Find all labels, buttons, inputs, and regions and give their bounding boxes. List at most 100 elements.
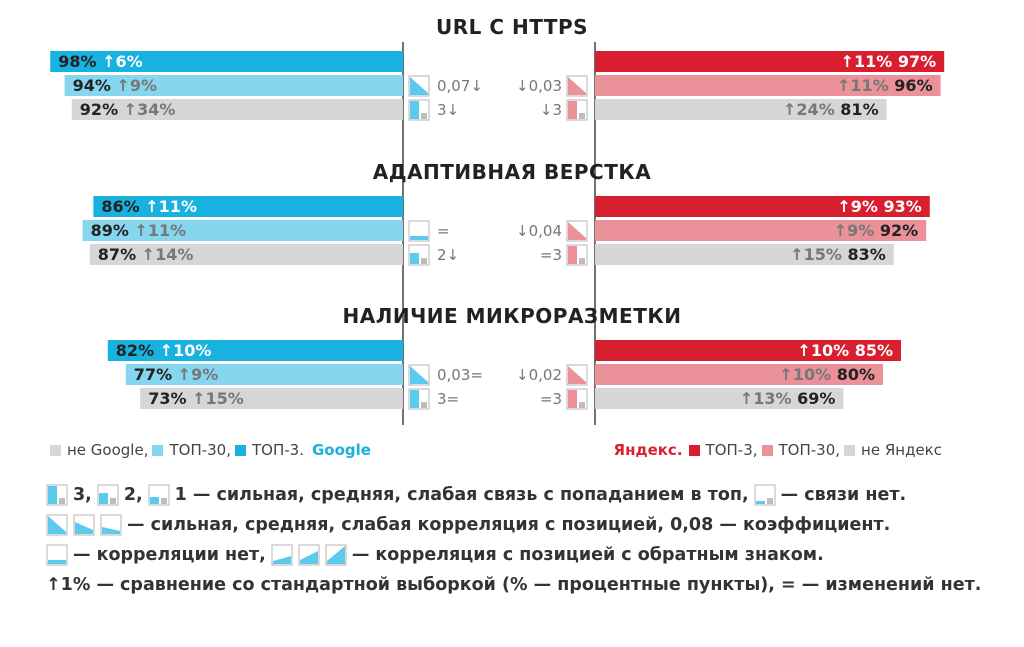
link-strong-icon: [408, 388, 430, 410]
legend-label-yandex-top30: ТОП-30,: [778, 441, 841, 459]
bar-delta-google-top3: ↑10%: [160, 341, 212, 360]
bar-value-yandex-not: 81%: [840, 100, 878, 119]
bar-value-yandex-top3: 93%: [884, 197, 922, 216]
bar-delta-yandex-top30: ↑10%: [779, 365, 836, 384]
link-strong-icon: [566, 244, 588, 266]
corr-strong-icon: [46, 514, 68, 536]
bar-google-top30: [64, 75, 403, 96]
corr-weak-icon: [100, 514, 122, 536]
legend-label-not-yandex: не Яндекс: [861, 441, 942, 459]
note-line-3: — корреляции нет, — корреляция с позицие…: [46, 540, 996, 570]
corr-label-yandex: ↓0,02: [516, 366, 562, 384]
link-label-google: 3↓: [437, 101, 459, 119]
bar-delta-yandex-not: ↑15%: [790, 245, 847, 264]
legend-swatch-google-top3: [235, 444, 246, 456]
section-title: НАЛИЧИЕ МИКРОРАЗМЕТКИ: [343, 304, 682, 328]
corr-medium-icon: [73, 514, 95, 536]
note-line-2: — сильная, средняя, слабая корреляция с …: [46, 510, 996, 540]
legend-brand-google: Google: [311, 441, 371, 459]
corr-label-google: 0,07↓: [437, 77, 483, 95]
corr-inverse-medium-icon: [298, 544, 320, 566]
note-text: — связи нет.: [780, 485, 907, 505]
note-line-1: 3, 2, 1 — сильная, средняя, слабая связь…: [46, 480, 996, 510]
bar-label-yandex-not: ↑13% 69%: [740, 389, 836, 408]
bar-label-google-not: 92% ↑34%: [80, 100, 176, 119]
bar-delta-yandex-not: ↑13%: [740, 389, 797, 408]
legend-yandex: Яндекс. ТОП-3, ТОП-30, не Яндекс: [614, 438, 946, 462]
note-text: — корреляция с позицией с обратным знако…: [351, 545, 824, 565]
section-title: АДАПТИВНАЯ ВЕРСТКА: [373, 160, 651, 184]
bar-delta-yandex-top30: ↑11%: [837, 76, 894, 95]
link-strong-icon: [408, 99, 430, 121]
bar-yandex-top30: [595, 364, 883, 385]
note-text: 1 — сильная, средняя, слабая связь с поп…: [174, 485, 749, 505]
legend-google: не Google, ТОП-30, ТОП-3. Google: [50, 438, 371, 462]
legend-label-google-top30: ТОП-30,: [169, 441, 231, 459]
legend-item-google-top3: ТОП-3.: [235, 441, 304, 459]
bar-google-top30: [125, 364, 404, 385]
corr-none-icon: [46, 544, 68, 566]
bar-label-yandex-top30: ↑9% 92%: [834, 221, 918, 240]
bar-value-google-top30: 94%: [73, 76, 117, 95]
bar-value-google-not: 87%: [98, 245, 142, 264]
corr-strong-icon: [408, 364, 430, 386]
link-strong-icon: [46, 484, 68, 506]
link-label-yandex: =3: [540, 390, 562, 408]
bar-value-google-top3: 86%: [101, 197, 145, 216]
note-text: ↑1% — сравнение со стандартной выборкой …: [46, 575, 982, 595]
corr-strong-icon: [408, 75, 430, 97]
bar-yandex-not: [595, 99, 887, 120]
legend-item-not-yandex: не Яндекс: [844, 441, 942, 459]
bar-google-top30: [82, 220, 403, 241]
bar-yandex-top30: [595, 75, 941, 96]
bar-label-google-top30: 77% ↑9%: [134, 365, 218, 384]
bar-value-google-top30: 89%: [91, 221, 135, 240]
corr-strong-icon: [566, 220, 588, 242]
link-label-yandex: =3: [540, 246, 562, 264]
bar-label-google-not: 73% ↑15%: [148, 389, 244, 408]
bar-google-not: [71, 99, 404, 120]
corr-none-icon: [408, 220, 430, 242]
legend-brand-yandex: Яндекс.: [613, 441, 683, 459]
bar-label-google-top30: 94% ↑9%: [73, 76, 157, 95]
link-label-google: 2↓: [437, 246, 459, 264]
note-text: 3,: [73, 485, 92, 505]
bar-delta-google-top30: ↑9%: [178, 365, 219, 384]
comparison-chart: URL С HTTPS 98% ↑6% ↑11% 97% 94% ↑9% ↑11% 96…: [50, 15, 945, 425]
note-text: — сильная, средняя, слабая корреляция с …: [127, 515, 891, 535]
bar-yandex-top3: [595, 196, 930, 217]
bar-google-top3: [93, 196, 404, 217]
bar-delta-yandex-top3: ↑9%: [837, 197, 883, 216]
bar-google-top3: [50, 51, 403, 72]
note-line-4: ↑1% — сравнение со стандартной выборкой …: [46, 570, 996, 600]
bar-delta-google-top3: ↑6%: [102, 52, 143, 71]
corr-inverse-weak-icon: [271, 544, 293, 566]
legend-item-not-google: не Google,: [50, 441, 148, 459]
bar-yandex-top30: [595, 220, 927, 241]
bar-value-google-top3: 82%: [116, 341, 160, 360]
section-title: URL С HTTPS: [436, 15, 588, 39]
bar-label-yandex-top30: ↑11% 96%: [837, 76, 933, 95]
link-label-yandex: ↓3: [540, 101, 562, 119]
corr-label-google: 0,03=: [437, 366, 483, 384]
link-medium-icon: [97, 484, 119, 506]
legend-label-yandex-top3: ТОП-3,: [705, 441, 758, 459]
link-none-icon: [754, 484, 776, 506]
corr-inverse-strong-icon: [325, 544, 347, 566]
bar-value-yandex-top3: 85%: [855, 341, 893, 360]
bar-delta-google-top3: ↑11%: [145, 197, 197, 216]
explanatory-notes: 3, 2, 1 — сильная, средняя, слабая связь…: [46, 480, 996, 600]
bar-value-google-top3: 98%: [58, 52, 102, 71]
bar-google-not: [140, 388, 403, 409]
bar-google-top3: [107, 340, 404, 361]
bar-label-google-not: 87% ↑14%: [98, 245, 194, 264]
legend-swatch-not-google: [50, 444, 61, 456]
legend-swatch-yandex-top30: [761, 444, 773, 456]
legend-label-google-top3: ТОП-3.: [252, 441, 304, 459]
bar-yandex-top3: [595, 340, 901, 361]
legend-item-google-top30: ТОП-30,: [152, 441, 231, 459]
link-weak-icon: [148, 484, 170, 506]
bar-delta-google-not: ↑34%: [124, 100, 176, 119]
bar-yandex-top3: [595, 51, 945, 72]
bar-label-google-top3: 82% ↑10%: [116, 341, 212, 360]
